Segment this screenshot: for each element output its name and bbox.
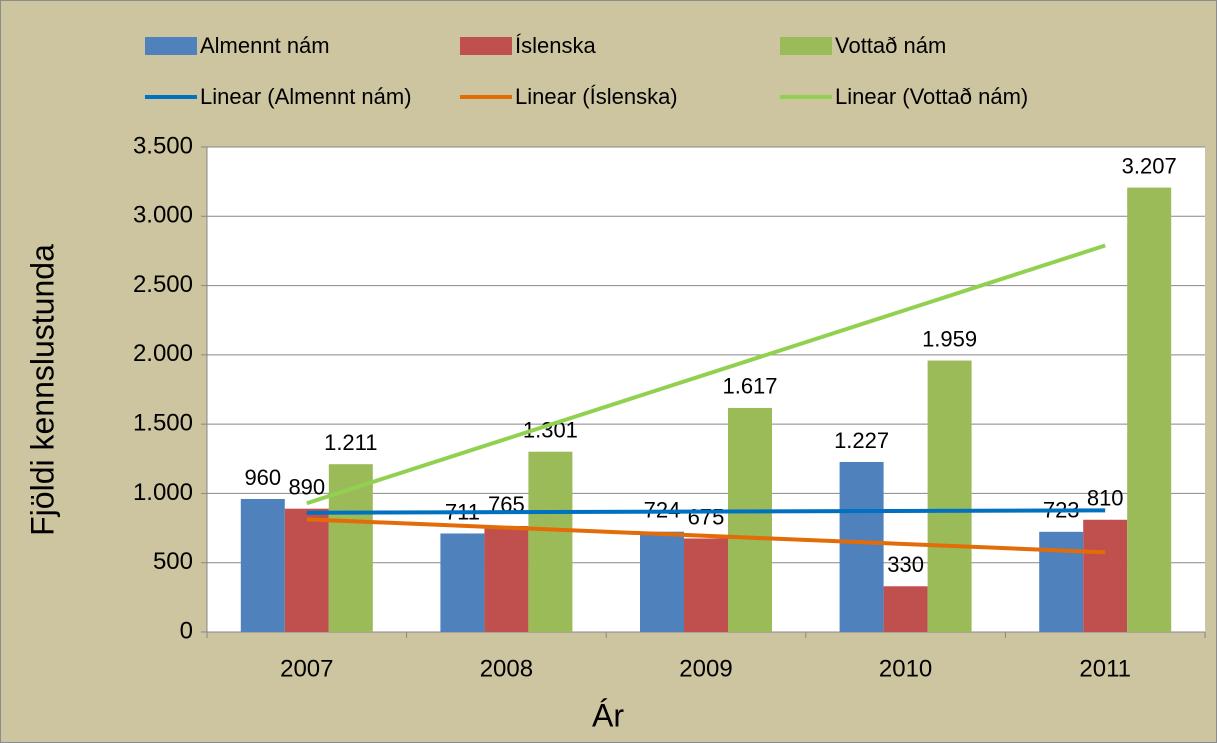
bar [1083,519,1128,632]
y-tick-label: 3.500 [133,132,193,159]
data-label: 675 [688,504,725,529]
x-tick-label: 2007 [280,655,333,682]
data-label: 1.211 [324,430,377,455]
y-tick-label: 500 [153,548,193,575]
data-label: 1.227 [834,428,889,453]
data-label: 960 [244,465,281,490]
trendline [306,517,1106,555]
y-axis-title: Fjöldi kennslustunda [24,244,60,536]
trendline [306,243,1106,506]
x-tick-label: 2011 [1079,655,1131,682]
bar [240,498,285,632]
data-label: 3.207 [1122,153,1177,178]
y-tick-label: 0 [180,617,193,644]
x-axis-title: Ár [592,697,624,733]
legend-label: Linear (Almennt nám) [200,84,412,109]
trendline [306,508,1106,515]
y-tick-label: 2.000 [133,340,193,367]
bar [927,360,972,632]
data-label: 1.959 [922,326,977,351]
legend-label: Íslenska [515,33,596,58]
legend-label: Almennt nám [200,33,330,58]
legend-swatch [145,37,197,55]
legend-label: Linear (Íslenska) [515,84,678,109]
x-tick-label: 2010 [879,655,932,682]
data-label: 890 [288,474,325,499]
bar [284,508,329,632]
bar [440,533,485,632]
y-tick-label: 3.000 [133,202,193,229]
data-label: 1.617 [722,374,777,399]
data-label: 330 [887,552,924,577]
bar [1127,187,1172,632]
legend-label: Linear (Vottað nám) [835,84,1028,109]
bar [728,407,772,632]
data-label: 810 [1087,486,1124,511]
x-tick-label: 2009 [679,655,732,682]
bar [640,531,684,632]
legend-swatch [460,37,512,55]
legend-label: Vottað nám [835,33,946,58]
bar [883,586,928,632]
bar [839,461,884,632]
bar [528,451,573,632]
legend-swatch [780,37,832,55]
bar [1039,531,1084,632]
y-tick-label: 2.500 [133,271,193,298]
bar [684,538,728,632]
x-tick-label: 2008 [480,655,533,682]
bar [484,525,529,632]
y-tick-label: 1.500 [133,409,193,436]
y-tick-label: 1.000 [133,479,193,506]
